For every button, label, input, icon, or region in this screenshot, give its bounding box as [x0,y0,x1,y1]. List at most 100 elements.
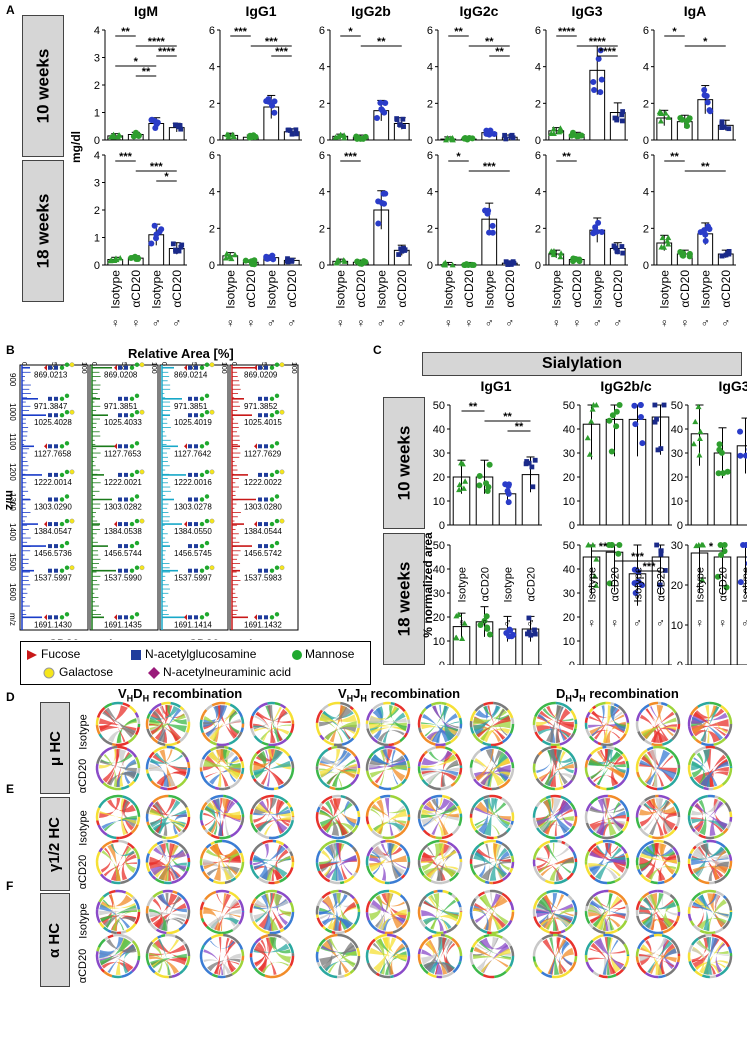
chord-ribbon [536,724,572,738]
c-0-10w-ytick-label: 50 [433,400,445,412]
header-vhjh: VHJH recombination [338,686,461,704]
chord-ribbon [381,749,406,782]
chord-ribbon [425,939,448,975]
chord-ribbon [610,749,626,774]
b-glycan-glcnac [188,568,192,573]
a-iga-18w-point [697,229,704,236]
chord-arc [533,865,540,877]
chord-ribbon [473,851,507,878]
a-igm-18w-sig-label: *** [150,161,164,173]
chord-arc [560,929,566,934]
a-igm-10w-ytick-label: 4 [94,25,100,37]
chord-arc [318,965,330,976]
chord-arc [249,851,255,861]
chord-arc [501,797,512,809]
chord-diagram [199,794,245,840]
chord-diagram [469,745,515,791]
a-igg1-10w-point [263,98,270,105]
chord-arc [419,804,424,811]
chord-ribbon [443,705,455,742]
chord-arc [637,730,646,742]
b-glycan-glcnac [124,615,128,620]
chord-ribbon [536,844,550,869]
chord-arc [236,801,245,815]
chord-arc [427,935,433,940]
chord-arc [186,911,191,920]
chord-diagram [145,794,191,840]
chord-arc [282,843,289,849]
chord-ribbon [389,705,407,731]
chord-arc [569,802,576,811]
chord-ribbon [99,907,137,916]
b-glycan-glcnac [48,472,52,477]
chord-ribbon [205,718,241,738]
b-ytick: m/z [8,613,17,626]
a-igg2c-18w-xtick-label: αCD20 [462,270,476,308]
chord-ribbon [277,708,287,742]
chord-arc [328,973,338,979]
chord-arc [96,959,103,970]
chord-ribbon [421,843,444,872]
b-glycan-galactose [69,409,75,415]
b-peak-label: 1303.0282 [104,502,142,511]
chord-arc [663,828,676,839]
a-igm-18w-point [151,222,158,229]
a-igm-18w-point [112,255,119,261]
chord-arc [510,761,515,769]
chord-arc [204,890,217,901]
chord-arc [151,875,157,881]
chord-arc [449,735,459,744]
chord-ribbon [422,798,439,827]
chord-arc [206,831,212,837]
b-glycan-galactose [69,565,75,571]
chord-ribbon [487,705,504,740]
chord-ribbon [222,953,241,975]
chord-arc [656,787,664,791]
chord-arc [319,828,332,839]
b-xtick: 0 [160,362,167,366]
chord-arc [607,794,621,802]
chord-arc [591,934,604,942]
chord-arc [110,930,117,935]
chord-arc [452,845,461,855]
chord-arc [637,868,643,876]
chord-arc [228,891,241,901]
chord-arc [201,732,211,743]
chord-ribbon [149,754,183,764]
chord-diagram [315,794,361,840]
chord-arc [584,767,590,778]
chord-ribbon [319,768,343,787]
chord-arc [562,703,573,712]
chord-arc [643,935,651,942]
chord-arc [540,746,552,753]
chord-ribbon [421,804,458,819]
chord-arc [356,716,361,724]
chord-arc [317,870,325,879]
chord-arc [122,702,131,708]
header-dhjh: DHJH recombination [556,686,679,704]
chord-ribbon [426,941,435,973]
c-1-18w-point [616,542,623,548]
a-igg2b-10w-ytick-label: 2 [319,98,325,110]
c-2-18w-point [699,542,706,548]
chord-arc [348,937,359,949]
chord-arc [130,824,139,834]
chord-arc [337,745,348,751]
chord-ribbon [375,810,407,834]
b-ytick: 900 [8,373,17,387]
chord-arc [702,840,707,844]
chord-ribbon [588,759,626,768]
chord-arc [110,880,121,885]
chord-ribbon [328,938,356,968]
chord-arc [673,825,678,831]
b-glycan-glcnac [48,365,52,370]
chord-arc [316,897,324,907]
chord-arc [510,855,515,863]
b-glycan-glcnac [258,522,262,527]
c-1-18w-point [635,578,642,585]
chord-ribbon [639,759,677,780]
chord-arc [687,906,691,914]
b-glycan-glcnac [124,444,128,449]
chord-arc [371,841,382,849]
chord-arc [96,706,106,718]
